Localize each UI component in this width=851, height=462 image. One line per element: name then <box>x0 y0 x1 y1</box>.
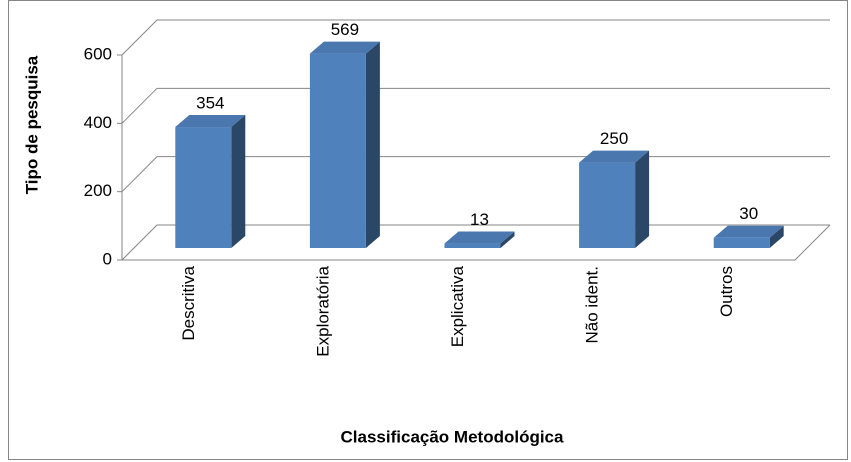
bar-side <box>365 41 380 248</box>
x-tick-label: Outros <box>717 266 736 317</box>
value-label: 13 <box>470 210 489 229</box>
value-label: 569 <box>331 20 359 39</box>
y-tick-label: 400 <box>84 113 112 132</box>
value-label: 354 <box>196 94 224 113</box>
grid-line <box>121 87 830 124</box>
chart-border <box>8 0 848 460</box>
bar-top <box>309 41 380 54</box>
bar-side <box>769 225 784 248</box>
x-tick-label: Explicativa <box>448 265 467 347</box>
bar <box>309 53 366 248</box>
bar <box>579 162 636 248</box>
y-tick-label: 600 <box>84 44 112 63</box>
bar <box>713 237 770 248</box>
x-tick-label: Não ident. <box>583 266 602 344</box>
grid-line <box>121 19 830 56</box>
floor-edge <box>122 224 831 261</box>
bar-side <box>500 231 515 248</box>
bar-side <box>635 150 650 248</box>
x-tick-label: Exploratória <box>313 265 332 356</box>
y-tick-label: 200 <box>84 181 112 200</box>
x-axis-title: Classificação Metodológica <box>341 427 564 446</box>
bar <box>444 243 501 248</box>
bar-top <box>444 231 515 244</box>
x-tick-label: Descritiva <box>179 265 198 340</box>
bar-top <box>175 115 246 128</box>
bar <box>175 127 232 248</box>
bar-top <box>579 150 650 163</box>
value-label: 30 <box>739 204 758 223</box>
bar-side <box>231 115 246 248</box>
value-label: 250 <box>600 129 628 148</box>
y-tick-label: 0 <box>103 249 112 268</box>
bar-top <box>713 225 784 238</box>
y-axis-title: Tipo de pesquisa <box>22 55 41 194</box>
